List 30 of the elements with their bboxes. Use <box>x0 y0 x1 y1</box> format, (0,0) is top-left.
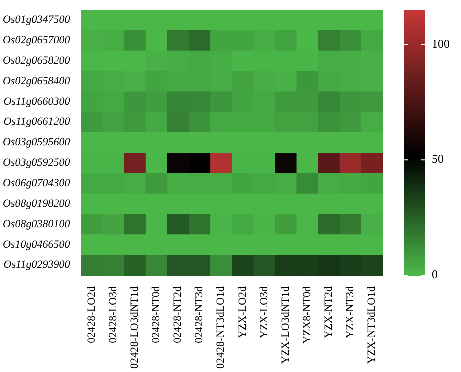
x-tick-label: 02428-NT3d <box>194 286 206 344</box>
x-tick-label: 02428-NT3dLO1d <box>215 286 228 370</box>
x-tick-label: YZX-NT2d <box>323 286 335 338</box>
color-bar-label: 100 <box>432 36 450 51</box>
color-bar-label: 50 <box>432 152 444 166</box>
y-tick-label: Os08g0198200 <box>2 198 71 210</box>
x-tick-label: 02428-NT0d <box>150 286 163 344</box>
x-tick-label: YZX8-NT0d <box>301 286 314 344</box>
x-tick-label: 02428-LO3dNT1d <box>129 286 142 370</box>
x-tick-label: 02428-LO2d <box>86 286 98 344</box>
y-tick-label: Os11g0660300 <box>4 96 71 108</box>
x-tick-label: 02428-NT2d <box>172 286 184 344</box>
y-tick-label: Os01g0347500 <box>2 14 71 26</box>
y-tick-label: Os08g0380100 <box>2 218 71 230</box>
color-bar-label: 0 <box>432 268 438 282</box>
y-tick-label: Os06g0704300 <box>2 177 71 190</box>
y-tick-label: Os02g0658200 <box>2 54 71 67</box>
y-tick-label: Os11g0661200 <box>4 116 71 128</box>
y-tick-label: Os02g0658400 <box>2 75 71 88</box>
x-tick-label: YZX-LO3d <box>258 286 270 338</box>
x-tick-label: YZX-NT3d <box>344 286 357 338</box>
y-tick-label: Os03g0592500 <box>2 157 71 170</box>
y-tick-label: Os10g0466500 <box>2 238 71 251</box>
y-tick-label: Os02g0657000 <box>2 34 71 47</box>
x-tick-label: YZX-NT3dLO1d <box>366 286 378 364</box>
x-tick-label: YZX-LO2d <box>236 286 249 338</box>
x-tick-label: 02428-LO3d <box>107 286 120 344</box>
y-tick-label: Os11g0293900 <box>4 259 71 272</box>
y-tick-label: Os03g0595600 <box>2 136 71 149</box>
x-tick-label: YZX-LO3dNT1d <box>280 286 292 364</box>
